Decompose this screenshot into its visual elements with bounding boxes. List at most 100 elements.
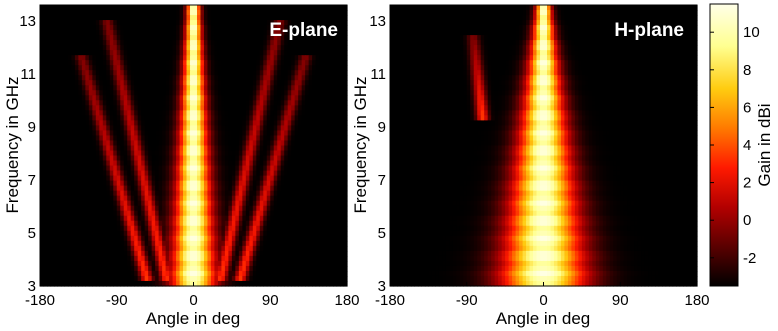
heatmap-cell	[53, 75, 59, 81]
heatmap-cell	[305, 155, 310, 162]
heatmap-cell	[144, 40, 149, 46]
heatmap-cell	[263, 215, 268, 222]
heatmap-cell	[203, 255, 209, 262]
heatmap-cell	[67, 255, 72, 262]
heatmap-cell	[203, 210, 209, 217]
heatmap-cell	[165, 175, 170, 182]
heatmap-cell	[46, 10, 52, 16]
heatmap-cell	[438, 5, 443, 11]
heatmap-cell	[270, 65, 275, 71]
heatmap-cell	[326, 275, 331, 282]
heatmap-cell	[179, 120, 184, 127]
heatmap-cell	[340, 195, 345, 202]
heatmap-cell	[263, 265, 268, 272]
heatmap-cell	[176, 215, 181, 222]
heatmap-cell	[57, 100, 62, 106]
heatmap-cell	[252, 235, 257, 242]
heatmap-cell	[53, 120, 59, 127]
heatmap-cell	[102, 75, 107, 81]
heatmap-cell	[60, 120, 66, 127]
heatmap-cell	[88, 25, 93, 31]
heatmap-cell	[242, 35, 247, 41]
heatmap-cell	[273, 80, 278, 86]
heatmap-cell	[319, 85, 324, 91]
heatmap-cell	[221, 10, 226, 16]
heatmap-cell	[172, 85, 177, 91]
heatmap-cell	[176, 70, 181, 76]
heatmap-cell	[116, 170, 121, 177]
heatmap-cell	[88, 95, 93, 101]
heatmap-cell	[186, 165, 191, 172]
heatmap-cell	[57, 200, 62, 207]
heatmap-cell	[148, 50, 153, 56]
heatmap-cell	[158, 230, 163, 237]
heatmap-cell	[53, 215, 59, 222]
heatmap-cell	[319, 265, 324, 272]
heatmap-cell	[92, 170, 97, 177]
heatmap-cell	[224, 65, 229, 71]
heatmap-cell	[312, 25, 317, 31]
heatmap-cell	[214, 25, 219, 31]
heatmap-cell	[214, 75, 219, 81]
heatmap-cell	[99, 95, 104, 101]
heatmap-cell	[312, 110, 317, 116]
heatmap-cell	[92, 230, 97, 237]
heatmap-cell	[144, 100, 149, 106]
heatmap-cell	[179, 70, 184, 76]
heatmap-cell	[50, 55, 55, 61]
heatmap-cell	[196, 40, 202, 46]
heatmap-cell	[214, 60, 219, 66]
heatmap-cell	[99, 35, 104, 41]
heatmap-cell	[280, 110, 285, 116]
heatmap-cell	[270, 170, 275, 177]
heatmap-cell	[294, 110, 299, 116]
heatmap-cell	[312, 10, 317, 16]
heatmap-cell	[319, 45, 324, 51]
heatmap-cell	[270, 225, 275, 232]
heatmap-cell	[116, 30, 121, 36]
heatmap-cell	[162, 245, 167, 252]
heatmap-cell	[245, 90, 250, 96]
heatmap-cell	[322, 95, 327, 101]
heatmap-cell	[186, 150, 191, 157]
heatmap-cell	[231, 105, 236, 111]
heatmap-cell	[263, 190, 268, 197]
heatmap-cell	[64, 30, 69, 36]
heatmap-cell	[78, 85, 83, 91]
heatmap-cell	[123, 155, 128, 162]
heatmap-cell	[190, 245, 195, 252]
heatmap-cell	[106, 40, 111, 46]
heatmap-cell	[151, 140, 156, 147]
heatmap-cell	[40, 50, 45, 56]
heatmap-cell	[186, 235, 191, 242]
heatmap-cell	[43, 175, 48, 182]
heatmap-cell	[336, 30, 341, 36]
heatmap-cell	[64, 45, 69, 51]
heatmap-cell	[120, 90, 125, 96]
heatmap-cell	[343, 175, 348, 182]
heatmap-cell	[203, 10, 209, 16]
heatmap-cell	[92, 165, 97, 172]
heatmap-cell	[280, 10, 285, 16]
heatmap-cell	[155, 190, 160, 197]
heatmap-cell	[329, 200, 334, 207]
heatmap-cell	[43, 180, 48, 187]
heatmap-cell	[123, 235, 128, 242]
heatmap-cell	[155, 245, 160, 252]
heatmap-cell	[99, 140, 104, 147]
heatmap-cell	[50, 255, 55, 262]
heatmap-cell	[151, 85, 156, 91]
heatmap-cell	[319, 60, 324, 66]
heatmap-cell	[183, 130, 188, 137]
heatmap-cell	[266, 185, 271, 192]
heatmap-cell	[99, 5, 104, 11]
heatmap-cell	[266, 220, 271, 227]
heatmap-cell	[270, 235, 275, 242]
heatmap-cell	[141, 5, 146, 11]
heatmap-cell	[214, 225, 219, 232]
heatmap-cell	[158, 235, 163, 242]
heatmap-cell	[155, 35, 160, 41]
heatmap-cell	[64, 135, 69, 142]
heatmap-cell	[238, 135, 243, 142]
heatmap-cell	[176, 15, 181, 21]
